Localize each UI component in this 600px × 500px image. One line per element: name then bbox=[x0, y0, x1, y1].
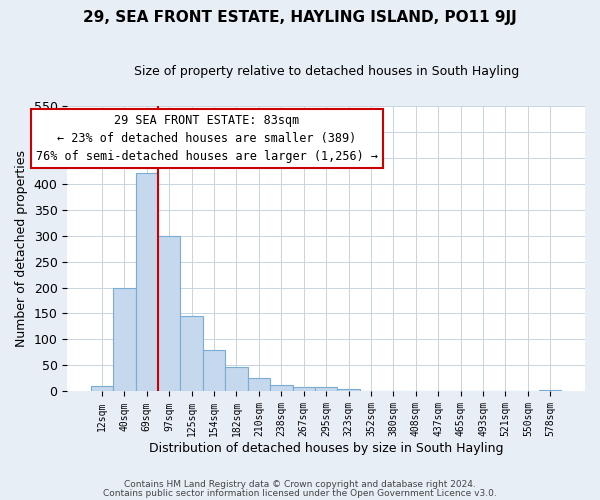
Bar bbox=[248, 378, 270, 392]
Text: Contains public sector information licensed under the Open Government Licence v3: Contains public sector information licen… bbox=[103, 490, 497, 498]
Bar bbox=[337, 389, 360, 392]
Y-axis label: Number of detached properties: Number of detached properties bbox=[15, 150, 28, 347]
Bar bbox=[203, 350, 225, 392]
X-axis label: Distribution of detached houses by size in South Hayling: Distribution of detached houses by size … bbox=[149, 442, 503, 455]
Bar bbox=[181, 316, 203, 392]
Bar bbox=[293, 388, 315, 392]
Bar bbox=[270, 384, 293, 392]
Bar bbox=[91, 386, 113, 392]
Text: Contains HM Land Registry data © Crown copyright and database right 2024.: Contains HM Land Registry data © Crown c… bbox=[124, 480, 476, 489]
Bar bbox=[315, 388, 337, 392]
Title: Size of property relative to detached houses in South Hayling: Size of property relative to detached ho… bbox=[134, 65, 519, 78]
Bar bbox=[113, 288, 136, 392]
Bar bbox=[136, 173, 158, 392]
Bar bbox=[539, 390, 562, 392]
Bar bbox=[158, 236, 181, 392]
Text: 29, SEA FRONT ESTATE, HAYLING ISLAND, PO11 9JJ: 29, SEA FRONT ESTATE, HAYLING ISLAND, PO… bbox=[83, 10, 517, 25]
Text: 29 SEA FRONT ESTATE: 83sqm
← 23% of detached houses are smaller (389)
76% of sem: 29 SEA FRONT ESTATE: 83sqm ← 23% of deta… bbox=[36, 114, 378, 163]
Bar bbox=[225, 366, 248, 392]
